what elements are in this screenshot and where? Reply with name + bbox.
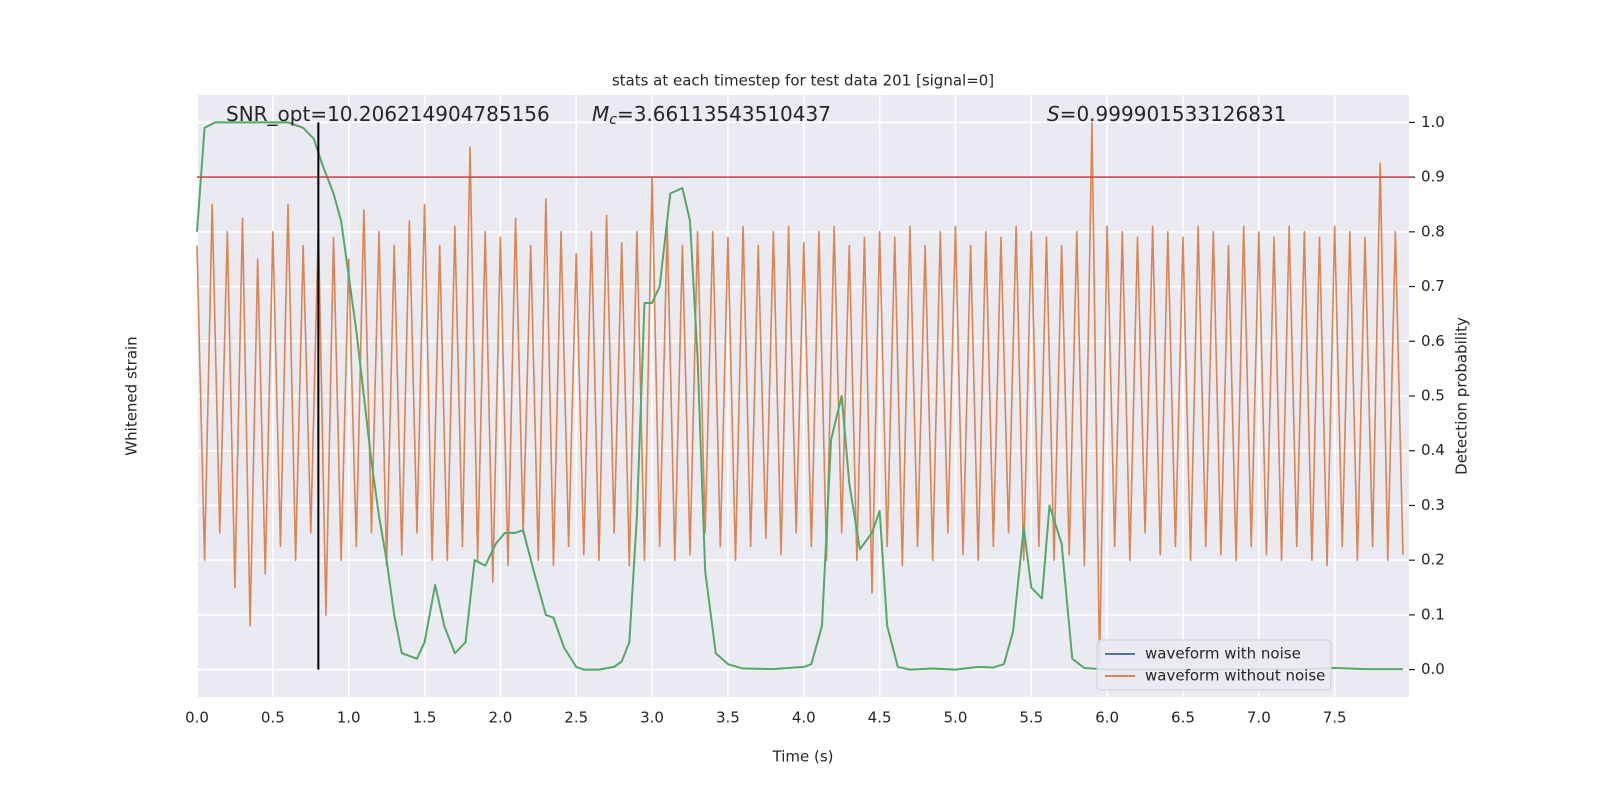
marks xyxy=(196,121,1409,671)
x-tick-label: 7.5 xyxy=(1323,709,1347,727)
x-tick-label: 4.5 xyxy=(868,709,892,727)
x-tick-label: 1.0 xyxy=(337,709,361,727)
x-tick-label: 3.0 xyxy=(640,709,664,727)
legend-label: waveform with noise xyxy=(1145,645,1301,663)
y-axis-label: Whitened strain xyxy=(123,336,141,455)
x-tick-label: 1.5 xyxy=(413,709,437,727)
y2-tick-label: 0.1 xyxy=(1421,605,1445,623)
annotation-symbol: S xyxy=(1047,102,1060,126)
y2-axis-label: Detection probability xyxy=(1453,317,1471,475)
y2-tick-label: 0.5 xyxy=(1421,387,1445,405)
annotation: S=0.999901533126831 xyxy=(1047,102,1286,126)
legend-label: waveform without noise xyxy=(1145,667,1325,685)
annotation-text: =3.66113543510437 xyxy=(617,102,831,126)
x-tick-label: 0.0 xyxy=(185,709,209,727)
x-tick-label: 5.0 xyxy=(944,709,968,727)
y2-tick-label: 1.0 xyxy=(1421,113,1445,131)
series-line xyxy=(196,121,1404,665)
annotation-subscript: c xyxy=(609,112,617,128)
y2-tick-label: 0.0 xyxy=(1421,660,1445,678)
x-tick-label: 0.5 xyxy=(261,709,285,727)
x-tick-label: 4.0 xyxy=(792,709,816,727)
annotation-text: SNR_opt=10.206214904785156 xyxy=(226,102,550,126)
annotation-symbol: M xyxy=(592,102,609,126)
annotation: SNR_opt=10.206214904785156 xyxy=(226,102,550,126)
legend: waveform with noise waveform without nois… xyxy=(1096,639,1332,691)
y2-tick-label: 0.6 xyxy=(1421,332,1445,350)
x-axis-label: Time (s) xyxy=(772,748,834,766)
x-tick-label: 6.0 xyxy=(1095,709,1119,727)
y2-tick-label: 0.7 xyxy=(1421,277,1445,295)
y2-tick-label: 0.2 xyxy=(1421,551,1445,569)
y2-tick-label: 0.9 xyxy=(1421,168,1445,186)
x-tick-label: 2.0 xyxy=(488,709,512,727)
legend-box xyxy=(1096,639,1332,691)
x-tick-label: 2.5 xyxy=(564,709,588,727)
x-tick-label: 3.5 xyxy=(716,709,740,727)
chart-title: stats at each timestep for test data 201… xyxy=(612,72,994,90)
x-tick-label: 5.5 xyxy=(1019,709,1043,727)
annotation: Mc=3.66113543510437 xyxy=(592,102,831,129)
series-line xyxy=(196,121,1403,671)
x-tick-label: 6.5 xyxy=(1171,709,1195,727)
y2-tick-label: 0.8 xyxy=(1421,222,1445,240)
y2-tick-label: 0.4 xyxy=(1421,441,1445,459)
y2-tick-label: 0.3 xyxy=(1421,496,1445,514)
annotation-text: =0.999901533126831 xyxy=(1060,102,1287,126)
x-tick-label: 7.0 xyxy=(1247,709,1271,727)
